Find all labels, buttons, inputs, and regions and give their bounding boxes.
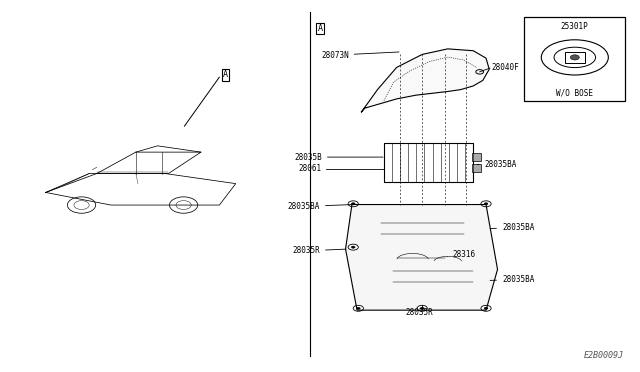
Text: A: A (317, 24, 323, 33)
Circle shape (481, 201, 491, 207)
Circle shape (348, 201, 358, 207)
Bar (524, 17, 625, 101)
Text: A: A (223, 70, 228, 79)
Circle shape (481, 305, 491, 311)
Circle shape (420, 307, 424, 310)
Polygon shape (346, 205, 497, 310)
Text: E2B0009J: E2B0009J (583, 351, 623, 360)
Text: 28035BA: 28035BA (490, 223, 534, 232)
Text: 28061: 28061 (299, 164, 322, 173)
Circle shape (348, 244, 358, 250)
Text: 28035B: 28035B (294, 153, 383, 161)
Circle shape (351, 203, 355, 205)
Bar (472, 153, 481, 161)
Circle shape (417, 305, 428, 311)
Circle shape (570, 55, 579, 60)
Text: 28073N: 28073N (321, 51, 399, 60)
Text: W/O BOSE: W/O BOSE (556, 88, 593, 97)
Text: 28316: 28316 (447, 250, 476, 259)
Circle shape (484, 307, 488, 310)
Circle shape (353, 305, 364, 311)
Text: 28040F: 28040F (491, 63, 519, 72)
Polygon shape (362, 49, 489, 112)
Bar (564, 52, 585, 63)
Text: 28035BA: 28035BA (477, 160, 517, 169)
Text: 28035BA: 28035BA (490, 275, 534, 284)
Circle shape (484, 203, 488, 205)
Bar (472, 164, 481, 172)
Text: 28035R: 28035R (292, 246, 346, 255)
Text: 28035R: 28035R (405, 308, 433, 317)
Text: 28035BA: 28035BA (287, 202, 351, 211)
Text: 25301P: 25301P (561, 22, 589, 31)
Circle shape (351, 246, 355, 248)
Circle shape (356, 307, 360, 310)
